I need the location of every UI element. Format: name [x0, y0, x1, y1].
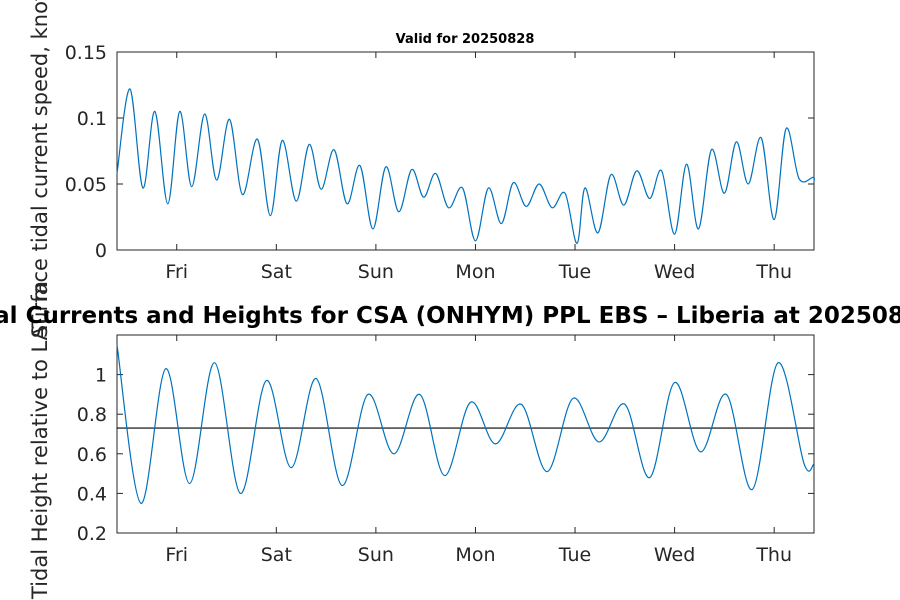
- y-tick-label: 0.15: [65, 42, 107, 64]
- speed-chart-panel: 0 0.05 0.1 0.15 Fri Sat Sun Mon Tue Wed Thu Surface…: [28, 0, 815, 338]
- x-tick-label: Fri: [165, 261, 188, 283]
- x-tick-label: Tue: [558, 544, 591, 566]
- y-tick-label: 0.2: [77, 523, 107, 545]
- y-tick-label: 0.6: [77, 444, 107, 466]
- height-chart-panel: 0.2 0.4 0.6 0.8 1 Fri Sat Sun Mon Tue Wed Thu Tidal …: [28, 281, 815, 600]
- x-tick-label: Tue: [558, 261, 591, 283]
- y-axis-label: Surface tidal current speed, knots: [28, 0, 52, 338]
- y-tick-label: 1: [95, 365, 107, 387]
- chart-subtitle: Valid for 20250828: [396, 32, 535, 47]
- x-tick-label: Sun: [358, 544, 394, 566]
- y-tick-label: 0.1: [77, 108, 107, 130]
- x-tick-label: Thu: [755, 544, 792, 566]
- x-tick-label: Mon: [455, 261, 495, 283]
- x-tick-label: Wed: [654, 261, 695, 283]
- x-tick-label: Wed: [654, 544, 695, 566]
- x-tick-label: Thu: [755, 261, 792, 283]
- y-axis-label: Tidal Height relative to LAT, m: [28, 281, 52, 600]
- y-tick-label: 0.8: [77, 404, 107, 426]
- x-tick-label: Sun: [358, 261, 394, 283]
- x-tick-label: Fri: [165, 544, 188, 566]
- axes-box: [116, 334, 815, 534]
- y-tick-label: 0.05: [65, 174, 107, 196]
- x-tick-label: Mon: [455, 544, 495, 566]
- series-line: [116, 344, 815, 504]
- y-tick-label: 0.4: [77, 483, 107, 505]
- figure-main-title: Tidal Currents and Heights for CSA (ONHY…: [0, 303, 900, 329]
- x-tick-label: Sat: [261, 544, 292, 566]
- series-line: [116, 88, 815, 245]
- y-tick-label: 0: [95, 240, 107, 262]
- x-tick-label: Sat: [261, 261, 292, 283]
- axes-box: [116, 51, 815, 251]
